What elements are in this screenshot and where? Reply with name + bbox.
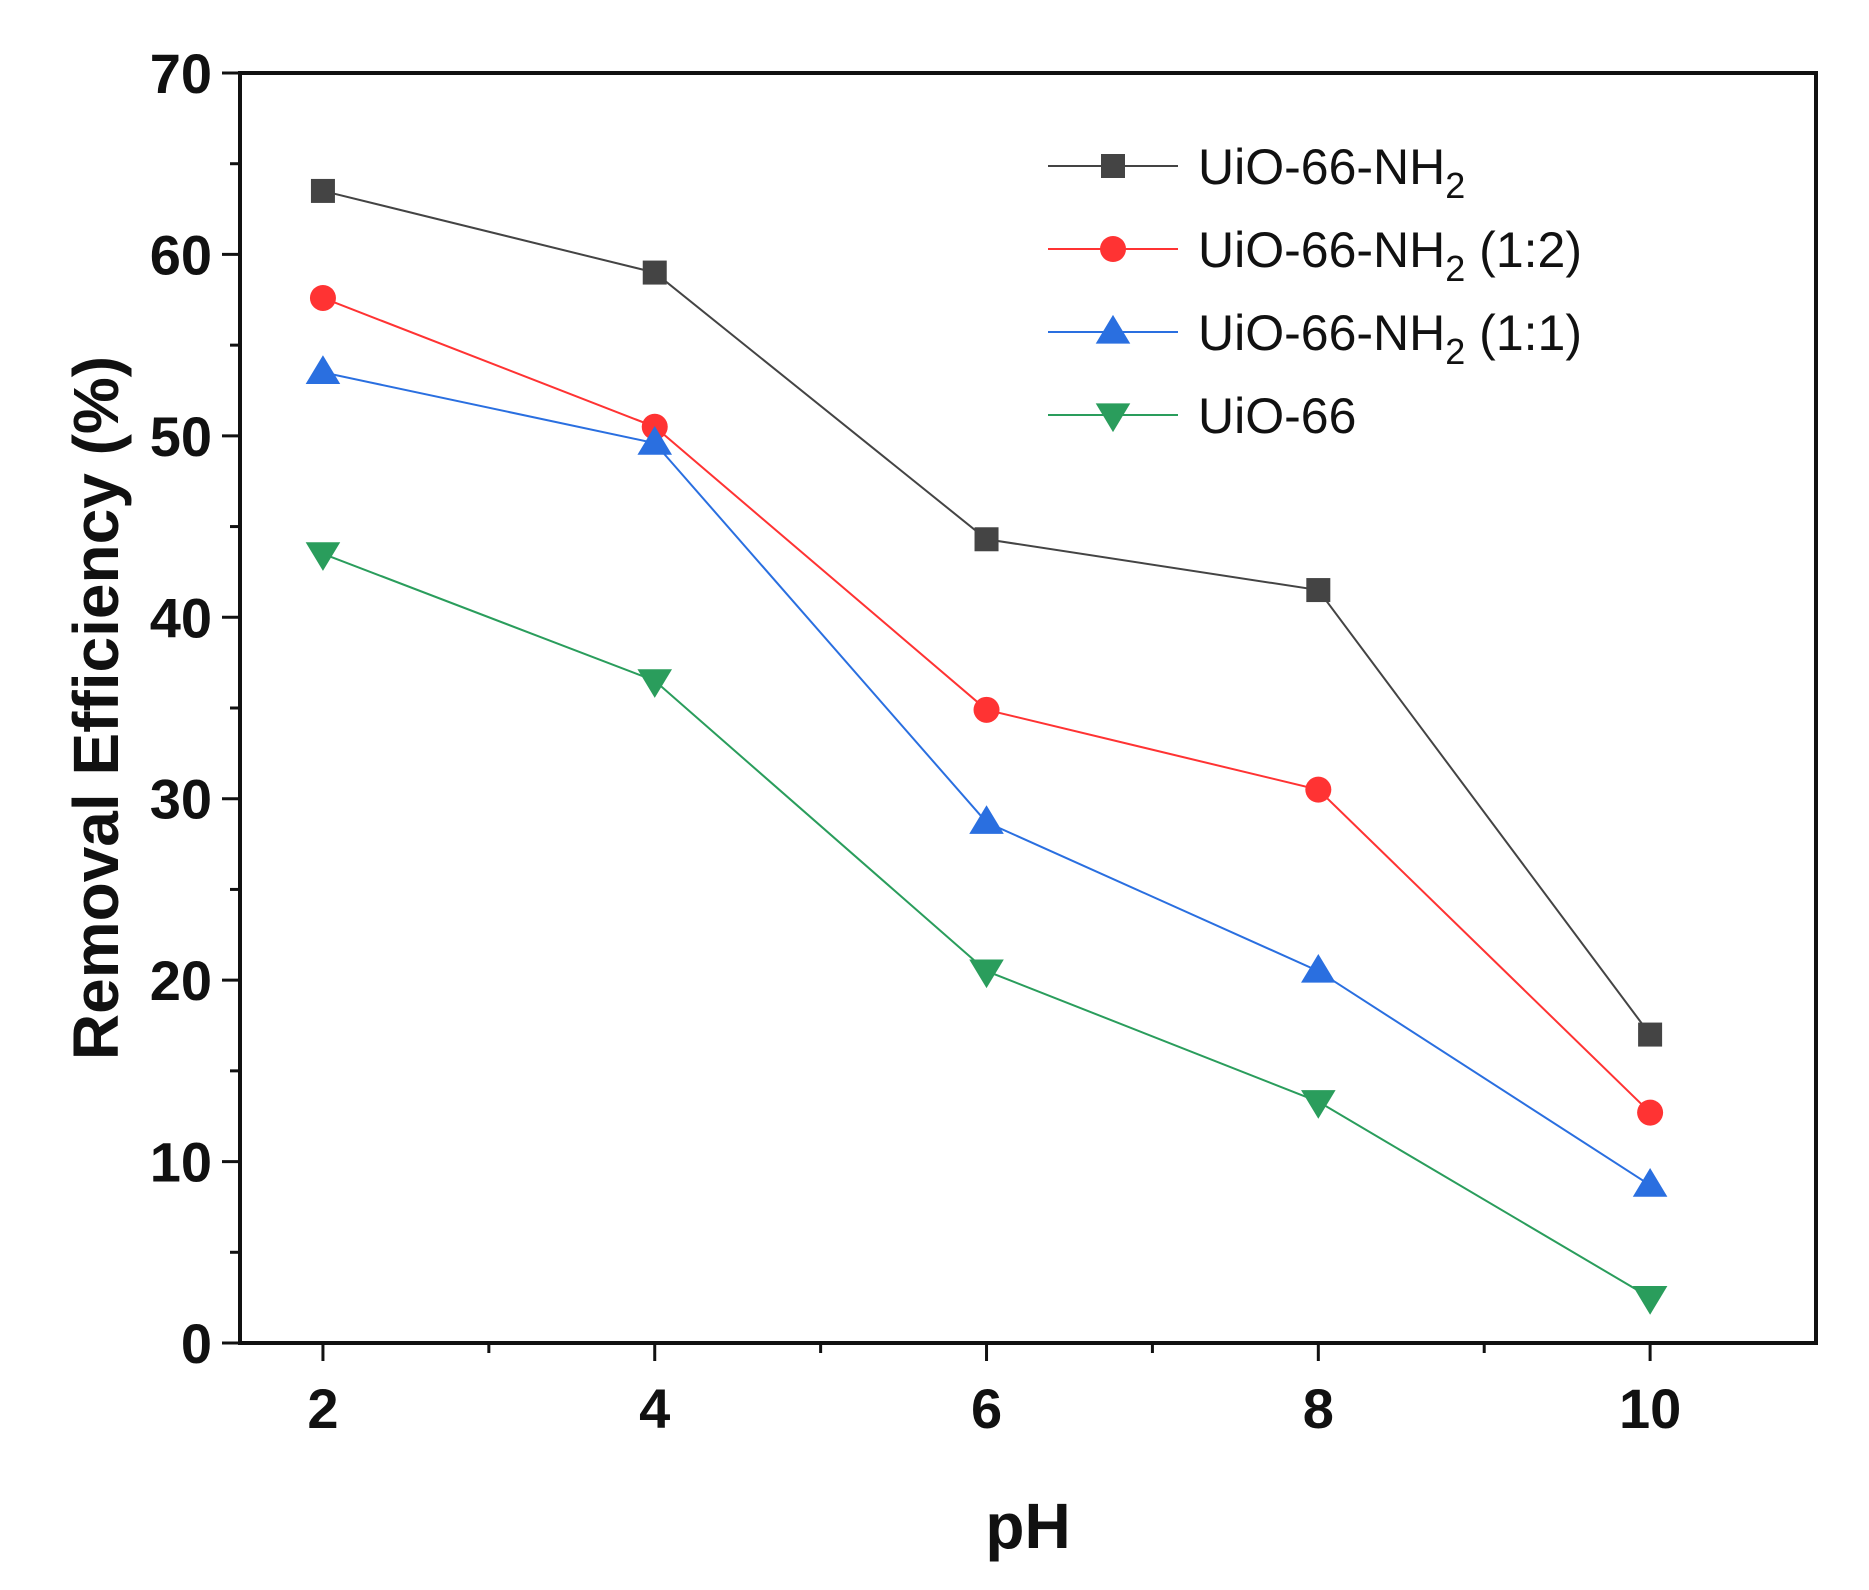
data-point [637,426,673,455]
y-tick-label: 30 [150,768,212,831]
data-point [974,527,999,552]
y-tick-label: 70 [150,42,212,105]
y-tick-label: 0 [181,1312,212,1375]
legend-item: UiO-66-NH2 (1:2) [1048,222,1582,289]
data-point [309,284,336,311]
y-tick-label: 40 [150,586,212,649]
legend-item: UiO-66-NH2 (1:1) [1048,305,1582,372]
y-tick-label: 60 [150,223,212,286]
x-tick-label: 4 [639,1377,670,1440]
legend-marker [1095,314,1131,344]
legend-label-main: UiO-66-NH [1198,139,1445,195]
series-4 [305,542,1668,1315]
legend-label-suffix: (1:2) [1465,222,1582,278]
data-point [969,805,1004,834]
data-point [1637,1099,1664,1126]
y-axis-title: Removal Efficiency (%) [60,356,132,1060]
x-tick-label: 10 [1619,1377,1681,1440]
data-point [310,178,335,203]
x-tick-label: 8 [1303,1377,1334,1440]
legend-label-subscript: 2 [1445,248,1465,289]
legend-label-main: UiO-66 [1198,388,1356,444]
legend-marker [1095,403,1131,433]
y-axis-title-group: Removal Efficiency (%) [60,356,132,1060]
data-point [637,669,673,698]
data-point [1638,1022,1663,1047]
data-point [1306,578,1331,603]
y-tick-label: 10 [150,1131,212,1194]
legend-label-subscript: 2 [1445,165,1465,206]
data-point [969,959,1004,989]
data-point [305,542,341,571]
x-axis-title: pH [985,1490,1070,1562]
data-point [1301,1090,1336,1119]
data-point [1632,1168,1668,1197]
legend-item: UiO-66 [1048,388,1356,444]
legend-label: UiO-66-NH2 (1:2) [1198,222,1582,289]
x-tick-label: 6 [971,1377,1002,1440]
legend-label-main: UiO-66-NH [1198,222,1445,278]
series-3 [305,355,1668,1197]
legend-label-subscript: 2 [1445,331,1465,372]
legend-item: UiO-66-NH2 [1048,139,1465,206]
series-2 [309,284,1664,1126]
legend-marker [1100,236,1126,262]
plot-layer: 0 10 20 30 40 50 60 70 2 4 6 8 10 [150,42,1818,1440]
x-tick-label: 2 [307,1377,338,1440]
legend-marker [1101,154,1125,178]
y-tick-label: 50 [150,405,212,468]
data-point [642,260,667,285]
legend-label: UiO-66-NH2 (1:1) [1198,305,1582,372]
data-point [305,355,341,384]
legend-label: UiO-66-NH2 [1198,139,1465,206]
series-1 [310,178,1663,1047]
data-point [1305,776,1332,803]
y-tick-label: 20 [150,949,212,1012]
data-point [973,696,1000,723]
data-point [1632,1286,1668,1315]
legend-label-main: UiO-66-NH [1198,305,1445,361]
data-point [1301,953,1336,983]
legend-label: UiO-66 [1198,388,1356,444]
legend-label-suffix: (1:1) [1465,305,1582,361]
